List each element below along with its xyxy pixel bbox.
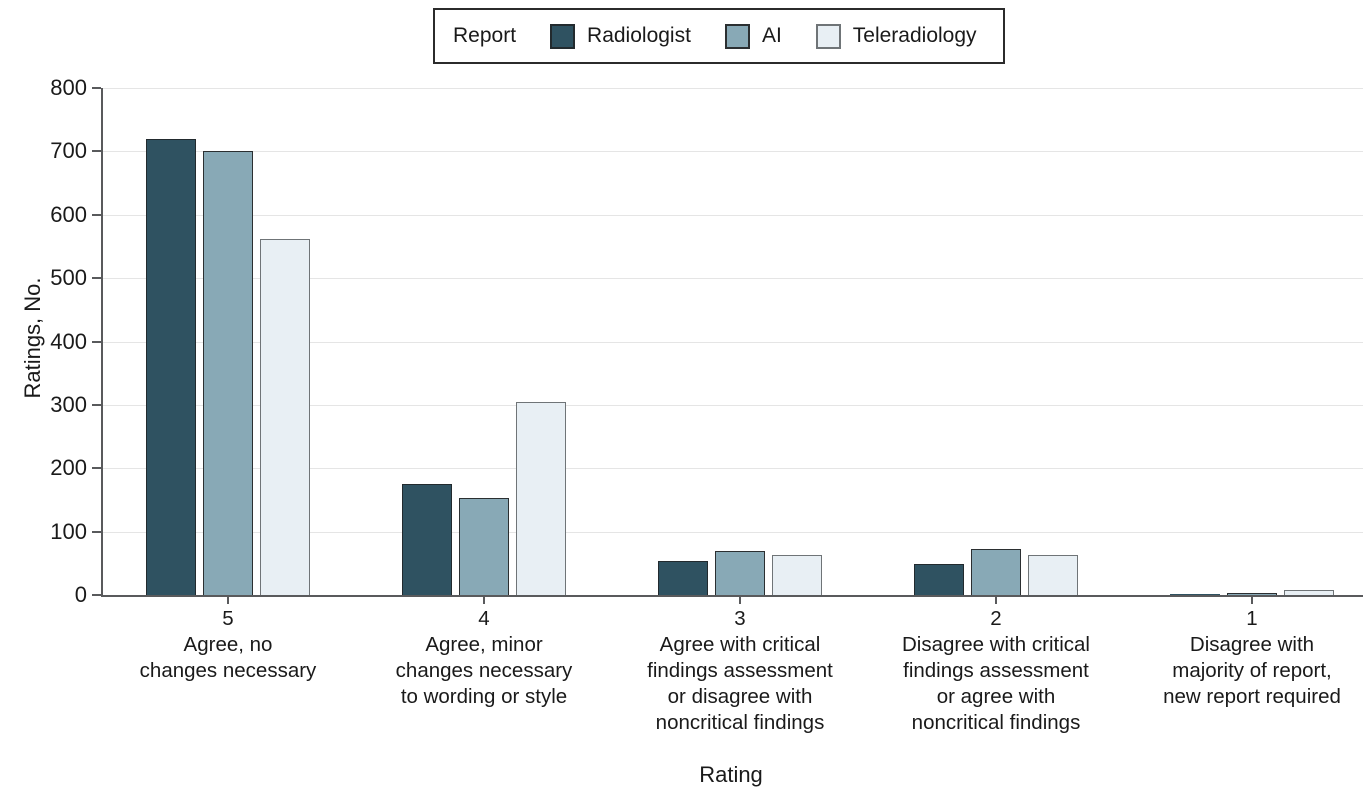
legend-title: Report bbox=[453, 24, 517, 47]
x-category-label-line: 2 bbox=[990, 607, 1002, 630]
x-category-label-line: 1 bbox=[1246, 607, 1258, 630]
gridline bbox=[103, 341, 1363, 343]
bar-ai-2 bbox=[971, 549, 1021, 595]
y-axis-tick bbox=[92, 150, 101, 153]
bar-ai-1 bbox=[1227, 592, 1277, 595]
x-category-label: 4 Agree, minor changes necessary to wording… bbox=[349, 606, 619, 710]
x-category-label-line: Disagree with critical bbox=[902, 633, 1090, 656]
x-category-label: 2 Disagree with critical findings assessme… bbox=[861, 606, 1131, 736]
gridline bbox=[103, 468, 1363, 470]
gridline bbox=[103, 278, 1363, 280]
bar-ai-3 bbox=[715, 551, 765, 595]
y-tick-label: 200 bbox=[50, 455, 87, 481]
y-tick-label: 400 bbox=[50, 328, 87, 354]
x-category-label-line: 4 bbox=[478, 607, 490, 630]
x-category-label-line: 5 bbox=[222, 607, 234, 630]
y-axis-tick bbox=[92, 467, 101, 470]
y-axis-tick bbox=[92, 594, 101, 596]
x-category-label-line: or agree with bbox=[936, 685, 1056, 708]
x-axis-tick bbox=[739, 597, 741, 604]
x-category-label-line: findings assessment bbox=[647, 659, 833, 682]
bar-teleradiology-1 bbox=[1284, 589, 1334, 595]
legend-label-teleradiology: Teleradiology bbox=[852, 24, 977, 47]
y-axis-tick bbox=[92, 277, 101, 280]
legend-swatch-radiologist-icon bbox=[550, 23, 576, 49]
bar-teleradiology-2 bbox=[1028, 555, 1078, 595]
legend-label-ai: AI bbox=[761, 24, 782, 47]
y-axis-tick bbox=[92, 340, 101, 343]
y-axis-tick bbox=[92, 530, 101, 533]
bar-radiologist-4 bbox=[402, 484, 452, 595]
x-category-label-line: noncritical findings bbox=[911, 711, 1081, 734]
y-axis-tick bbox=[92, 403, 101, 406]
x-category-label-line: changes necessary bbox=[395, 659, 573, 682]
legend-swatch-ai-icon bbox=[724, 23, 750, 49]
gridline bbox=[103, 88, 1363, 89]
x-category-label: 1 Disagree with majority of report, new rep… bbox=[1117, 606, 1366, 710]
x-category-label-line: changes necessary bbox=[139, 659, 317, 682]
x-category-label-line: majority of report, bbox=[1172, 659, 1332, 682]
bar-teleradiology-5 bbox=[260, 238, 310, 595]
gridline bbox=[103, 151, 1363, 153]
bar-radiologist-3 bbox=[658, 560, 708, 595]
x-category-label-line: Disagree with bbox=[1189, 633, 1315, 656]
legend-label-radiologist: Radiologist bbox=[587, 24, 691, 47]
legend-item-radiologist: Radiologist bbox=[550, 23, 691, 49]
y-tick-label: 300 bbox=[50, 391, 87, 417]
bar-teleradiology-4 bbox=[516, 402, 566, 595]
y-axis-tick bbox=[92, 213, 101, 216]
y-tick-label: 0 bbox=[74, 582, 87, 607]
y-tick-label: 600 bbox=[50, 201, 87, 227]
x-axis-tick bbox=[483, 597, 485, 604]
x-axis-tick bbox=[1251, 597, 1253, 604]
bar-radiologist-2 bbox=[914, 563, 964, 595]
plot-area: 0 100 200 300 400 500 600 700 800 5 Agree, no chang… bbox=[50, 77, 1363, 734]
bar-ai-5 bbox=[203, 151, 253, 595]
x-category-label: 5 Agree, no changes necessary bbox=[93, 606, 363, 684]
x-category-label-line: findings assessment bbox=[903, 659, 1089, 682]
y-axis-tick bbox=[92, 87, 101, 89]
x-category-label-line: Agree, no bbox=[183, 633, 273, 656]
x-category-label: 3 Agree with critical findings assessment o… bbox=[605, 606, 875, 736]
legend: Report Radiologist AI Teleradiology bbox=[433, 8, 1005, 64]
x-category-label-line: Agree with critical bbox=[659, 633, 821, 656]
y-tick-label: 500 bbox=[50, 265, 87, 291]
x-axis-tick bbox=[995, 597, 997, 604]
bar-ai-4 bbox=[459, 498, 509, 595]
x-category-label-line: new report required bbox=[1163, 685, 1341, 708]
y-tick-label: 800 bbox=[50, 75, 87, 100]
bar-radiologist-1 bbox=[1170, 594, 1220, 595]
y-tick-label: 100 bbox=[50, 518, 87, 544]
legend-item-ai: AI bbox=[724, 23, 782, 49]
bar-radiologist-5 bbox=[146, 138, 196, 595]
x-category-label-line: or disagree with bbox=[667, 685, 813, 708]
x-category-label-line: to wording or style bbox=[400, 685, 568, 708]
legend-swatch-teleradiology-icon bbox=[815, 23, 841, 49]
legend-item-teleradiology: Teleradiology bbox=[815, 23, 977, 49]
gridline bbox=[103, 214, 1363, 216]
y-tick-label: 700 bbox=[50, 138, 87, 164]
x-category-label-line: Agree, minor bbox=[425, 633, 543, 656]
x-category-label-line: noncritical findings bbox=[655, 711, 825, 734]
x-axis-title: Rating bbox=[699, 762, 763, 787]
gridline bbox=[103, 531, 1363, 533]
x-axis-tick bbox=[227, 597, 229, 604]
x-category-label-line: 3 bbox=[734, 607, 746, 630]
bar-teleradiology-3 bbox=[772, 555, 822, 595]
gridline bbox=[103, 404, 1363, 406]
